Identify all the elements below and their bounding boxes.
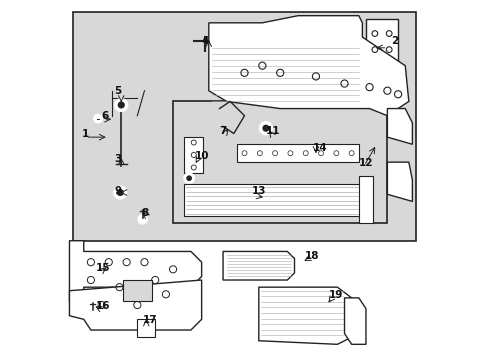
Circle shape: [88, 306, 97, 315]
Text: 14: 14: [312, 143, 326, 153]
Text: 9: 9: [114, 186, 121, 196]
Circle shape: [118, 102, 124, 108]
Text: 12: 12: [358, 158, 372, 168]
Text: 15: 15: [96, 263, 110, 273]
Text: 8: 8: [141, 208, 148, 218]
Polygon shape: [208, 16, 408, 116]
Circle shape: [183, 173, 194, 184]
Text: 6: 6: [102, 111, 109, 121]
Text: 18: 18: [305, 251, 319, 261]
Text: 13: 13: [251, 186, 265, 196]
Text: 4: 4: [201, 36, 208, 46]
Text: 19: 19: [328, 290, 342, 300]
Polygon shape: [237, 144, 358, 162]
Polygon shape: [344, 298, 365, 344]
Polygon shape: [183, 184, 369, 216]
Text: 2: 2: [390, 36, 397, 46]
Polygon shape: [223, 251, 294, 280]
Bar: [73, 12, 415, 241]
Polygon shape: [258, 287, 351, 344]
Polygon shape: [69, 280, 201, 330]
Text: 16: 16: [96, 301, 110, 311]
Polygon shape: [69, 241, 201, 309]
Bar: [358, 176, 372, 223]
Circle shape: [115, 99, 127, 111]
Bar: [123, 280, 151, 301]
Bar: [183, 137, 203, 173]
Circle shape: [138, 215, 147, 224]
Text: 17: 17: [142, 315, 157, 325]
Circle shape: [117, 190, 123, 195]
Circle shape: [94, 114, 102, 123]
Polygon shape: [365, 19, 397, 62]
Text: 5: 5: [114, 86, 121, 96]
Text: 3: 3: [114, 154, 121, 164]
Circle shape: [259, 122, 272, 135]
Circle shape: [263, 125, 268, 131]
Text: 1: 1: [82, 129, 89, 139]
Circle shape: [114, 186, 126, 199]
Bar: [137, 319, 155, 337]
Text: 7: 7: [219, 126, 226, 136]
Text: 11: 11: [265, 126, 280, 136]
Polygon shape: [386, 109, 411, 144]
Circle shape: [186, 176, 191, 180]
Bar: [173, 102, 386, 223]
Polygon shape: [386, 162, 411, 202]
Text: 10: 10: [194, 150, 208, 161]
